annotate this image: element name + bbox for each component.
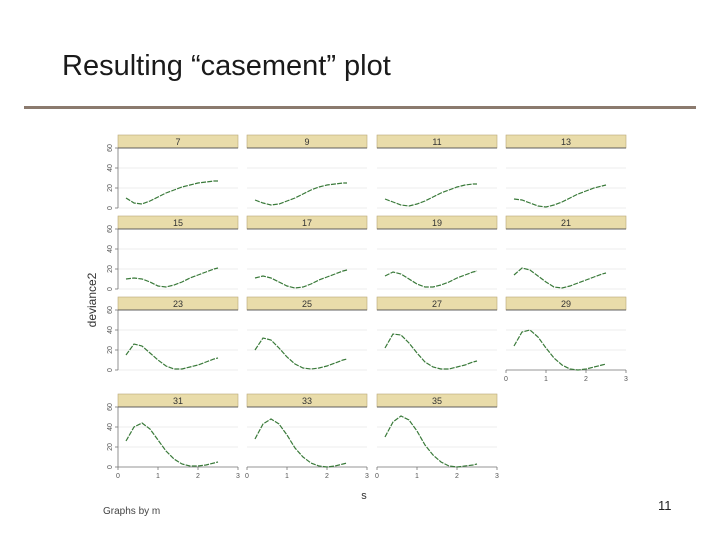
panel-plot-area	[506, 310, 626, 370]
panel-plot-area	[506, 229, 626, 289]
panel-label: 25	[302, 299, 312, 309]
y-tick-label: 0	[107, 368, 114, 372]
x-tick-label: 3	[624, 376, 628, 383]
y-tick-label: 20	[107, 265, 114, 273]
x-tick-label: 1	[285, 473, 289, 480]
series-line	[384, 415, 478, 468]
page-number: 11	[658, 498, 672, 513]
y-tick-label: 60	[107, 225, 114, 233]
panel-label: 29	[561, 299, 571, 309]
y-tick-label: 60	[107, 144, 114, 152]
panel-label: 7	[175, 137, 180, 147]
panel-plot-area	[118, 407, 238, 467]
panel-label: 11	[432, 137, 441, 147]
panel-plot-area	[247, 148, 367, 208]
x-tick-label: 2	[325, 473, 329, 480]
panel-plot-area	[247, 407, 367, 467]
series-line	[384, 270, 478, 288]
panel-plot-area	[118, 229, 238, 289]
panel-plot-area	[247, 310, 367, 370]
panel-plot-area	[377, 229, 497, 289]
title-divider	[24, 106, 696, 109]
panel-label: 19	[432, 218, 442, 228]
panel-label: 31	[173, 396, 183, 406]
panel-plot-area	[118, 310, 238, 370]
panel-plot-area	[377, 148, 497, 208]
panel-label: 23	[173, 299, 183, 309]
panel-plot-area	[506, 148, 626, 208]
x-tick-label: 1	[156, 473, 160, 480]
panel-plot-area	[118, 148, 238, 208]
series-line	[513, 329, 607, 371]
y-tick-label: 0	[107, 287, 114, 291]
x-tick-label: 1	[544, 376, 548, 383]
x-tick-label: 3	[365, 473, 369, 480]
y-tick-label: 20	[107, 443, 114, 451]
series-line	[254, 182, 347, 206]
y-tick-label: 20	[107, 346, 114, 354]
x-tick-label: 0	[504, 376, 508, 383]
series-line	[254, 418, 348, 468]
panel-plot-area	[247, 229, 367, 289]
y-tick-label: 0	[107, 465, 114, 469]
series-line	[513, 184, 607, 208]
y-tick-label: 40	[107, 423, 114, 431]
series-line	[513, 267, 607, 289]
panel-label: 27	[432, 299, 442, 309]
panel-label: 17	[302, 218, 312, 228]
x-tick-label: 0	[245, 473, 249, 480]
x-tick-label: 0	[116, 473, 120, 480]
panel-label: 9	[304, 137, 309, 147]
panel-plot-area	[377, 407, 497, 467]
series-line	[254, 269, 348, 289]
panel-label: 35	[432, 396, 442, 406]
series-line	[384, 183, 477, 207]
x-tick-label: 0	[375, 473, 379, 480]
x-tick-label: 2	[196, 473, 200, 480]
y-tick-label: 20	[107, 184, 114, 192]
series-line	[125, 267, 219, 288]
series-line	[125, 422, 219, 467]
graphs-by-note: Graphs by m	[103, 506, 160, 517]
y-tick-label: 0	[107, 206, 114, 210]
x-tick-label: 3	[495, 473, 499, 480]
x-tick-label: 1	[415, 473, 419, 480]
panel-plot-area	[377, 310, 497, 370]
y-tick-label: 40	[107, 326, 114, 334]
x-tick-label: 2	[455, 473, 459, 480]
series-line	[384, 333, 478, 370]
y-axis-title: deviance2	[85, 272, 99, 327]
y-tick-label: 40	[107, 245, 114, 253]
y-tick-label: 60	[107, 306, 114, 314]
series-line	[254, 337, 348, 370]
panel-label: 33	[302, 396, 312, 406]
series-line	[125, 180, 218, 205]
y-tick-label: 60	[107, 403, 114, 411]
slide-title: Resulting “casement” plot	[62, 50, 391, 82]
y-tick-label: 40	[107, 164, 114, 172]
series-line	[125, 343, 219, 370]
x-axis-title: s	[361, 490, 367, 502]
x-tick-label: 2	[584, 376, 588, 383]
panel-label: 13	[561, 137, 571, 147]
panel-label: 21	[561, 218, 571, 228]
x-tick-label: 3	[236, 473, 240, 480]
panel-label: 15	[173, 218, 183, 228]
